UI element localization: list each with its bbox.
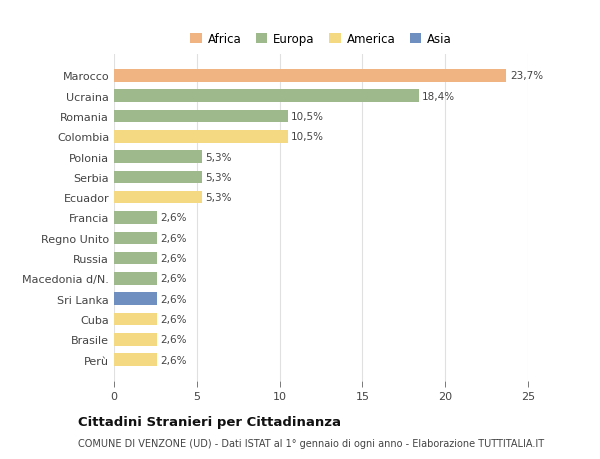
- Text: 5,3%: 5,3%: [205, 152, 232, 162]
- Bar: [114, 252, 157, 265]
- Bar: [114, 293, 157, 305]
- Bar: [114, 70, 506, 83]
- Text: 23,7%: 23,7%: [510, 71, 543, 81]
- Text: 2,6%: 2,6%: [160, 233, 187, 243]
- Text: 2,6%: 2,6%: [160, 253, 187, 263]
- Text: 2,6%: 2,6%: [160, 314, 187, 325]
- Text: 10,5%: 10,5%: [291, 132, 324, 142]
- Bar: [114, 232, 157, 245]
- Text: 5,3%: 5,3%: [205, 193, 232, 203]
- Bar: [114, 333, 157, 346]
- Bar: [114, 111, 288, 123]
- Bar: [114, 212, 157, 224]
- Bar: [114, 151, 202, 163]
- Text: 10,5%: 10,5%: [291, 112, 324, 122]
- Bar: [114, 131, 288, 143]
- Bar: [114, 191, 202, 204]
- Bar: [114, 171, 202, 184]
- Text: 18,4%: 18,4%: [422, 91, 455, 101]
- Bar: [114, 353, 157, 366]
- Text: 5,3%: 5,3%: [205, 173, 232, 183]
- Text: 2,6%: 2,6%: [160, 335, 187, 345]
- Bar: [114, 90, 419, 103]
- Text: Cittadini Stranieri per Cittadinanza: Cittadini Stranieri per Cittadinanza: [78, 415, 341, 428]
- Bar: [114, 273, 157, 285]
- Legend: Africa, Europa, America, Asia: Africa, Europa, America, Asia: [185, 28, 457, 51]
- Text: COMUNE DI VENZONE (UD) - Dati ISTAT al 1° gennaio di ogni anno - Elaborazione TU: COMUNE DI VENZONE (UD) - Dati ISTAT al 1…: [78, 438, 544, 448]
- Text: 2,6%: 2,6%: [160, 274, 187, 284]
- Text: 2,6%: 2,6%: [160, 294, 187, 304]
- Bar: [114, 313, 157, 325]
- Text: 2,6%: 2,6%: [160, 213, 187, 223]
- Text: 2,6%: 2,6%: [160, 355, 187, 365]
